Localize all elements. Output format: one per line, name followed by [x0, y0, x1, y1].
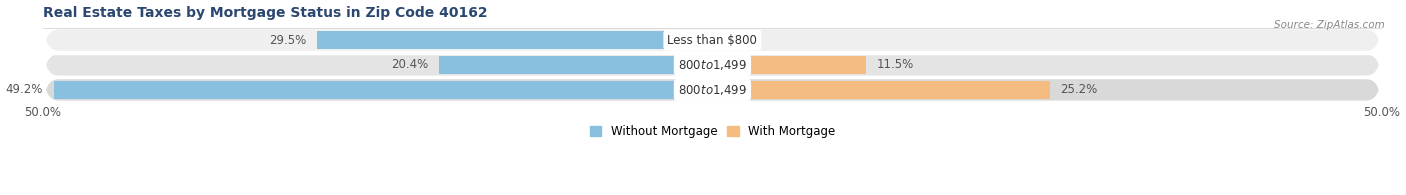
Text: 49.2%: 49.2%	[6, 83, 44, 96]
Bar	[439, 56, 713, 74]
Text: 25.2%: 25.2%	[1060, 83, 1098, 96]
FancyBboxPatch shape	[42, 47, 1382, 83]
Text: Less than $800: Less than $800	[668, 34, 758, 47]
Legend: Without Mortgage, With Mortgage: Without Mortgage, With Mortgage	[585, 120, 839, 143]
FancyBboxPatch shape	[42, 72, 1382, 108]
Text: 11.5%: 11.5%	[877, 58, 914, 71]
Text: 20.4%: 20.4%	[391, 58, 429, 71]
Bar	[713, 56, 866, 74]
Bar	[53, 81, 713, 99]
FancyBboxPatch shape	[42, 22, 1382, 58]
Text: Real Estate Taxes by Mortgage Status in Zip Code 40162: Real Estate Taxes by Mortgage Status in …	[44, 5, 488, 20]
Bar	[318, 31, 713, 49]
Text: Source: ZipAtlas.com: Source: ZipAtlas.com	[1274, 20, 1385, 29]
Text: $800 to $1,499: $800 to $1,499	[678, 58, 747, 72]
Text: $800 to $1,499: $800 to $1,499	[678, 83, 747, 97]
Text: 29.5%: 29.5%	[270, 34, 307, 47]
Bar	[713, 81, 1050, 99]
Text: 0.0%: 0.0%	[723, 34, 752, 47]
